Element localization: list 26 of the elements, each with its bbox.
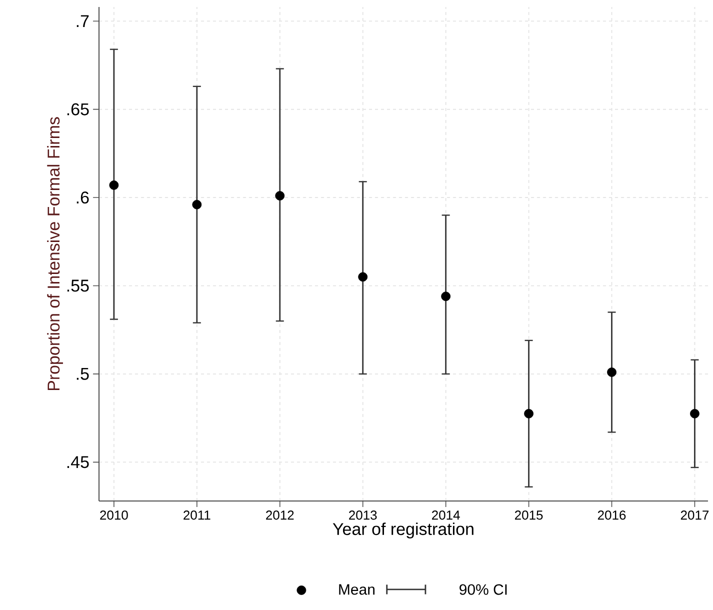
y-tick-label: .7 xyxy=(76,15,89,27)
x-tick-label: 2017 xyxy=(680,510,709,520)
x-tick-label: 2010 xyxy=(100,510,128,520)
point xyxy=(441,292,451,302)
y-tick-label: .55 xyxy=(67,280,89,292)
x-tick-label: 2015 xyxy=(514,510,543,520)
point xyxy=(524,408,534,418)
point xyxy=(192,200,202,210)
y-tick-label: .45 xyxy=(67,456,89,468)
x-tick-label: 2016 xyxy=(598,510,626,520)
point xyxy=(358,272,368,282)
y-tick-label: .5 xyxy=(76,368,89,380)
x-tick-label: 2014 xyxy=(432,510,460,520)
x-tick-label: 2013 xyxy=(349,510,377,520)
y-tick-label: .6 xyxy=(76,192,89,204)
x-tick-label: 2012 xyxy=(266,510,294,520)
point xyxy=(109,180,119,190)
x-axis-title: Year of registration xyxy=(332,522,474,538)
point xyxy=(690,408,700,418)
text: 90% CI xyxy=(460,584,507,595)
y-tick-label: .65 xyxy=(67,103,89,116)
legend-label: Mean xyxy=(339,584,374,595)
x-tick-label: 2011 xyxy=(184,510,210,520)
point xyxy=(275,191,285,200)
y-axis-title: Proportion of Intensive Formal Firms xyxy=(47,117,63,390)
point xyxy=(607,367,616,377)
